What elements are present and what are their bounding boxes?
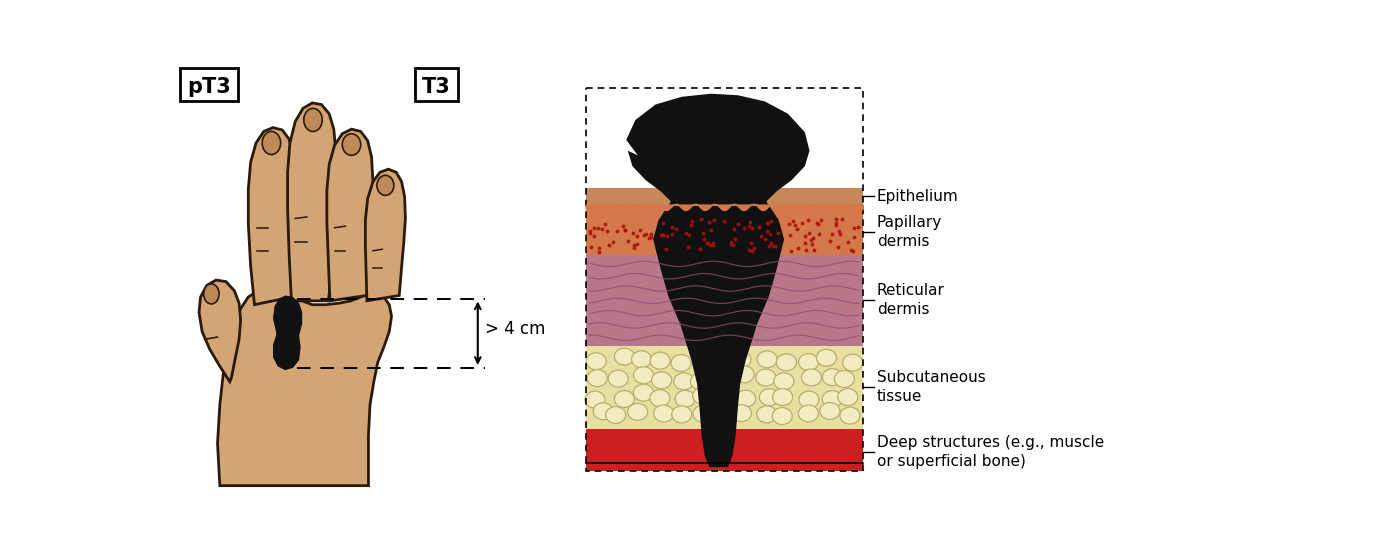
Ellipse shape	[773, 389, 792, 405]
Text: Epithelium: Epithelium	[877, 189, 958, 204]
Ellipse shape	[650, 352, 670, 369]
Ellipse shape	[760, 389, 780, 405]
Ellipse shape	[710, 371, 731, 388]
Text: pT3: pT3	[187, 77, 231, 97]
Bar	[586, 188, 863, 205]
Ellipse shape	[674, 373, 693, 390]
Ellipse shape	[377, 175, 394, 195]
Polygon shape	[327, 129, 373, 301]
Ellipse shape	[203, 284, 219, 304]
Ellipse shape	[690, 373, 710, 390]
Ellipse shape	[823, 390, 842, 408]
Ellipse shape	[672, 406, 692, 423]
Ellipse shape	[693, 387, 713, 404]
Ellipse shape	[842, 354, 863, 371]
Ellipse shape	[606, 406, 625, 424]
FancyBboxPatch shape	[415, 68, 458, 101]
Ellipse shape	[608, 370, 628, 387]
Ellipse shape	[587, 370, 607, 387]
Ellipse shape	[756, 369, 775, 386]
Ellipse shape	[820, 403, 839, 420]
Polygon shape	[365, 169, 405, 301]
Ellipse shape	[777, 354, 796, 371]
Text: Deep structures (e.g., muscle
or superficial bone): Deep structures (e.g., muscle or superfi…	[877, 435, 1104, 469]
Ellipse shape	[651, 372, 671, 389]
Text: Papillary
dermis: Papillary dermis	[877, 216, 942, 249]
Text: > 4 cm: > 4 cm	[486, 320, 546, 338]
Text: Reticular
dermis: Reticular dermis	[877, 283, 945, 317]
Ellipse shape	[799, 391, 818, 408]
Ellipse shape	[757, 351, 777, 368]
Ellipse shape	[802, 369, 821, 386]
Ellipse shape	[838, 389, 857, 405]
Text: T3: T3	[422, 77, 451, 97]
Ellipse shape	[632, 351, 651, 368]
Ellipse shape	[654, 405, 674, 422]
Ellipse shape	[693, 405, 713, 422]
Ellipse shape	[593, 403, 612, 420]
Polygon shape	[248, 128, 295, 305]
Ellipse shape	[633, 384, 653, 401]
Bar	[586, 428, 863, 471]
Ellipse shape	[614, 390, 635, 408]
Ellipse shape	[731, 405, 752, 421]
Ellipse shape	[773, 408, 792, 425]
Ellipse shape	[774, 373, 793, 390]
Ellipse shape	[731, 351, 750, 368]
Ellipse shape	[839, 407, 860, 424]
Ellipse shape	[757, 406, 777, 423]
Polygon shape	[199, 280, 241, 382]
Bar	[586, 87, 863, 471]
Bar	[586, 205, 863, 255]
Ellipse shape	[715, 384, 735, 401]
Ellipse shape	[303, 108, 322, 131]
Ellipse shape	[650, 389, 670, 406]
Ellipse shape	[817, 349, 837, 366]
Bar	[586, 255, 863, 345]
Ellipse shape	[834, 371, 855, 387]
FancyBboxPatch shape	[180, 68, 238, 101]
Polygon shape	[217, 289, 391, 486]
Polygon shape	[626, 94, 810, 467]
Ellipse shape	[262, 131, 281, 155]
Ellipse shape	[692, 355, 713, 372]
Text: Subcutaneous
tissue: Subcutaneous tissue	[877, 370, 986, 404]
Ellipse shape	[342, 134, 361, 155]
Ellipse shape	[713, 404, 732, 421]
Polygon shape	[273, 295, 302, 370]
Ellipse shape	[799, 354, 818, 371]
Ellipse shape	[799, 405, 818, 422]
Ellipse shape	[823, 368, 842, 386]
Polygon shape	[288, 103, 335, 301]
Ellipse shape	[714, 347, 734, 364]
Ellipse shape	[671, 355, 690, 371]
Bar	[586, 345, 863, 428]
Ellipse shape	[675, 390, 695, 408]
Ellipse shape	[585, 391, 606, 408]
Ellipse shape	[633, 367, 653, 384]
Ellipse shape	[734, 366, 754, 383]
Ellipse shape	[628, 403, 647, 420]
Ellipse shape	[586, 353, 607, 370]
Ellipse shape	[614, 348, 635, 365]
Ellipse shape	[735, 390, 756, 407]
